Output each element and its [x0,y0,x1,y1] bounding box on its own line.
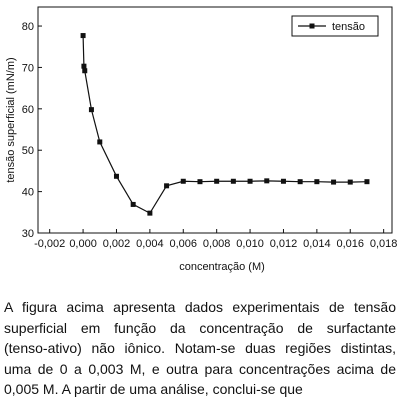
data-point [180,178,186,184]
x-tick-label: 0,018 [370,238,398,250]
y-tick-label: 30 [22,228,34,240]
paragraph-line: A figura acima apresenta dados experimen… [4,299,396,315]
plot-frame [37,6,393,234]
x-tick-label: 0,014 [303,238,331,250]
x-tick-label: 0,006 [170,238,198,250]
y-tick-label: 50 [22,145,34,157]
paragraph-line: superficial em função da concentração de… [4,319,396,336]
y-tick-label: 70 [22,62,34,74]
chart: tensão superficial (mN/m) concentração (… [5,6,398,273]
data-point [230,178,236,184]
data-point [80,33,86,39]
paragraph: A figura acima apresenta dados experimen… [4,297,396,400]
paragraph-line: uma de 0 a 0,003 M, e outra para concent… [4,360,396,377]
x-tick-label: 0,004 [136,238,164,250]
y-tick-label: 60 [22,104,34,116]
y-tick-label: 80 [22,21,34,33]
x-axis-label: concentração (M) [179,261,265,273]
x-tick-label: 0,010 [236,238,264,250]
data-point [297,179,303,185]
data-point [364,179,370,185]
x-tick-label: 0,012 [270,238,298,250]
y-axis-label: tensão superficial (mN/m) [5,57,17,182]
data-point [164,183,170,189]
data-point [247,178,253,184]
series-line [82,35,367,214]
data-point [197,179,203,185]
data-point [214,178,220,184]
x-tick-label: 0,002 [103,238,131,250]
x-tick-label: 0,016 [336,238,364,250]
data-point [82,68,88,74]
data-point [347,179,353,185]
legend-box [291,15,379,37]
data-point [97,139,103,145]
data-point [280,178,286,184]
data-point [88,107,94,113]
x-tick-label: 0,008 [203,238,231,250]
data-point [130,201,136,207]
y-tick-label: 40 [22,187,34,199]
paragraph-line: (tenso-ativo) não iônico. Notam-se duas … [4,340,396,356]
x-tick-label: -0,002 [34,238,65,250]
data-point [264,178,270,184]
legend-label: tensão [332,21,365,33]
data-point [147,210,153,216]
x-tick-label: 0,000 [69,238,97,250]
data-point [314,179,320,185]
data-point [113,173,119,179]
paragraph-line: 0,005 M. A partir de uma análise, conclu… [4,381,303,397]
data-point [331,179,337,185]
data-point [81,63,87,69]
legend-marker [309,23,315,29]
